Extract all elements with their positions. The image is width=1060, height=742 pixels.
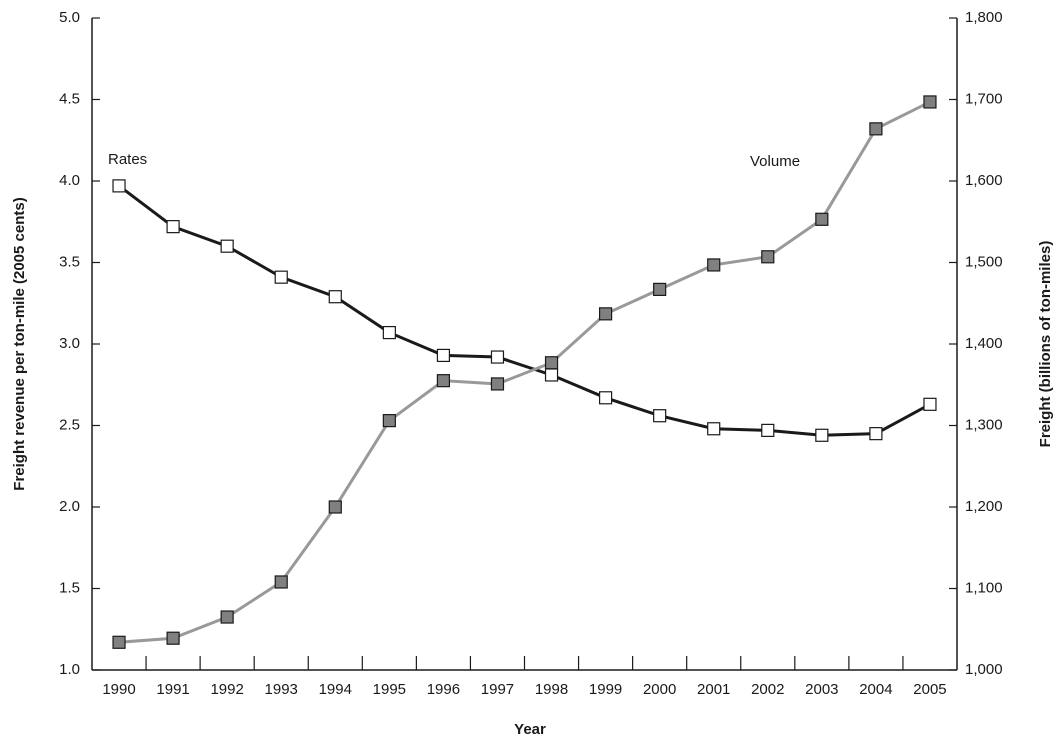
data-point [436, 348, 451, 363]
x-tick-label: 2000 [643, 681, 676, 698]
x-tick-label: 1996 [427, 681, 460, 698]
data-point [112, 179, 126, 193]
x-tick-label: 1991 [156, 681, 189, 698]
x-tick-label: 1995 [373, 681, 406, 698]
x-tick-label: 2005 [913, 681, 946, 698]
annotation: Rates [108, 151, 147, 168]
y-axis-title: Freight revenue per ton-mile (2005 cents… [11, 197, 28, 490]
x-tick-label: 1993 [265, 681, 298, 698]
y-tick-label: 2.5 [59, 416, 80, 433]
y2-tick-label: 1,600 [965, 172, 1003, 189]
x-tick-label: 1990 [102, 681, 135, 698]
y2-axis-title: Freight (billions of ton-miles) [1037, 241, 1054, 448]
data-point [490, 377, 505, 391]
data-point [653, 409, 667, 423]
y-tick-label: 5.0 [59, 9, 80, 26]
data-point [815, 212, 829, 226]
x-tick-label: 2002 [751, 681, 784, 698]
data-point [815, 428, 829, 442]
data-point [166, 220, 180, 234]
x-tick-label: 1992 [210, 681, 243, 698]
y2-tick-label: 1,200 [965, 498, 1003, 515]
data-point [761, 423, 775, 437]
data-point [328, 290, 342, 304]
data-point [220, 610, 234, 624]
data-point [869, 122, 883, 136]
data-point [544, 356, 559, 370]
y2-tick-label: 1,500 [965, 253, 1003, 270]
data-point [544, 368, 559, 382]
y2-tick-label: 1,400 [965, 335, 1003, 352]
data-point [707, 422, 721, 436]
data-point [166, 631, 180, 645]
y-tick-label: 2.0 [59, 498, 80, 515]
data-point [761, 250, 775, 264]
y-tick-label: 4.5 [59, 90, 80, 107]
y2-tick-label: 1,800 [965, 9, 1003, 26]
data-point [112, 635, 126, 649]
series-line [118, 184, 931, 437]
data-point [923, 95, 937, 109]
x-tick-label: 1994 [319, 681, 352, 698]
data-point [436, 374, 451, 388]
y2-tick-label: 1,300 [965, 416, 1003, 433]
x-tick-label: 2001 [697, 681, 730, 698]
y2-tick-label: 1,700 [965, 90, 1003, 107]
data-point [490, 350, 505, 364]
y-tick-label: 3.0 [59, 335, 80, 352]
data-point [220, 239, 234, 253]
y-tick-label: 1.0 [59, 661, 80, 678]
x-tick-label: 1999 [589, 681, 622, 698]
data-point [382, 325, 396, 340]
data-point [869, 427, 883, 441]
x-tick-label: 1997 [481, 681, 514, 698]
data-point [382, 414, 396, 428]
y2-tick-label: 1,100 [965, 579, 1003, 596]
data-point [598, 391, 613, 405]
x-tick-label: 1998 [535, 681, 568, 698]
y2-tick-label: 1,000 [965, 661, 1003, 678]
data-point [707, 258, 721, 272]
y-tick-label: 4.0 [59, 172, 80, 189]
data-point [653, 282, 667, 296]
series-line [118, 100, 931, 644]
data-point [923, 397, 937, 411]
data-point [274, 575, 288, 589]
y-tick-label: 1.5 [59, 579, 80, 596]
x-axis-title: Year [514, 721, 546, 738]
data-point [328, 500, 342, 514]
data-point [598, 307, 613, 321]
y-tick-label: 3.5 [59, 253, 80, 270]
data-point [274, 270, 288, 284]
x-tick-label: 2003 [805, 681, 838, 698]
annotation: Volume [750, 153, 800, 170]
x-tick-label: 2004 [859, 681, 892, 698]
